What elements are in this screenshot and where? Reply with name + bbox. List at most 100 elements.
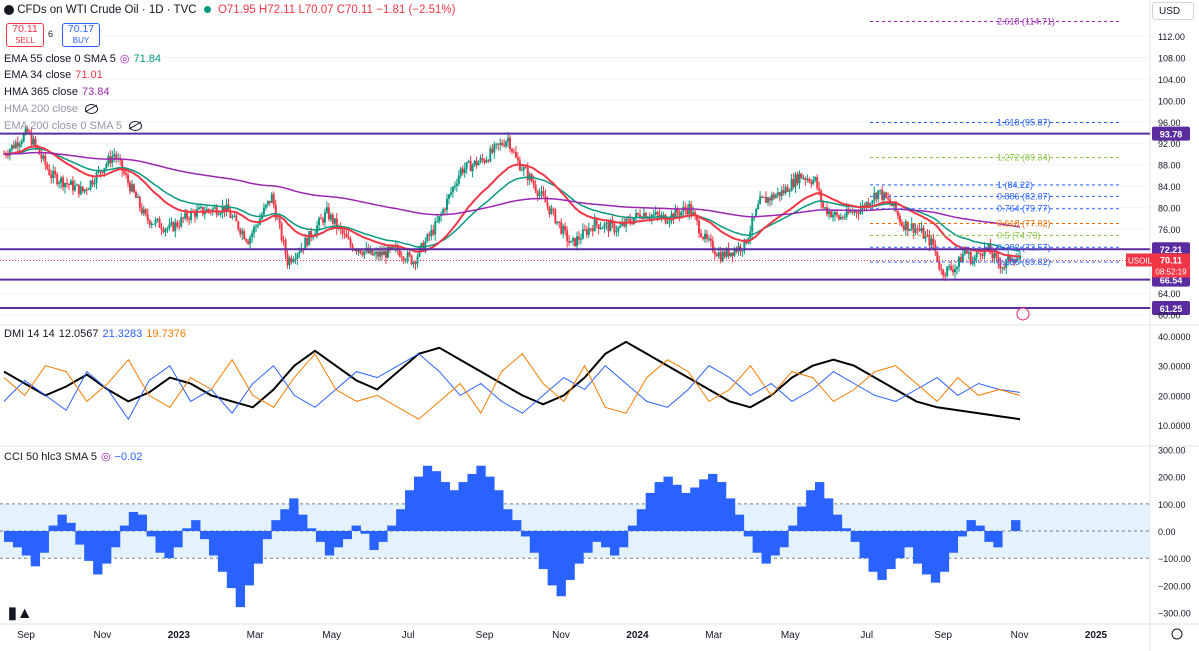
hidden-eye-icon[interactable] <box>129 121 143 132</box>
indicator-legend-hma200[interactable]: HMA 200 close <box>4 102 102 116</box>
candle-body <box>154 219 157 224</box>
candle-body <box>583 229 586 231</box>
cci-bar <box>119 525 130 531</box>
candle-body <box>635 213 638 219</box>
candle-body <box>828 211 831 215</box>
dmi-legend[interactable]: DMI 14 14 12.0567 21.3283 19.7376 <box>4 327 190 341</box>
ohlc-close: C70.11 <box>336 4 373 16</box>
candle-body <box>349 238 352 246</box>
candle-body <box>656 212 659 215</box>
buy-price: 70.17 <box>67 23 95 35</box>
indicator-legend-ema200[interactable]: EMA 200 close 0 SMA 5 <box>4 119 146 133</box>
candle-body <box>607 222 610 232</box>
candle-body <box>351 245 354 251</box>
cci-bar <box>271 520 281 531</box>
candle-body <box>203 212 206 215</box>
dmi-series-minus-di <box>3 352 1021 420</box>
candle-body <box>640 217 643 219</box>
cci-bar <box>289 498 299 531</box>
candle-body <box>473 160 476 165</box>
symbol-header: CFDs on WTI Crude Oil · 1D · TVC O71.95 … <box>4 4 455 16</box>
candle-body <box>540 191 543 194</box>
candle-body <box>1011 259 1014 262</box>
cci-bar <box>173 531 183 548</box>
buy-button[interactable]: 70.17 BUY <box>62 23 100 47</box>
indicator-legend-ema55[interactable]: EMA 55 close 0 SMA 5 ◎ 71.84 <box>4 52 165 66</box>
candle-body <box>276 218 279 220</box>
cci-bar <box>48 525 58 531</box>
cci-bar <box>761 531 771 564</box>
candle-body <box>386 246 389 258</box>
candle-body <box>406 252 409 261</box>
candle-body <box>644 213 647 219</box>
candle-body <box>601 227 604 229</box>
fib-level-label: 0.236 (69.82) <box>997 257 1051 267</box>
cci-bar <box>93 531 103 575</box>
candle-body <box>552 208 555 210</box>
cci-bar <box>592 531 602 542</box>
candle-body <box>725 248 728 257</box>
fib-extension[interactable]: 2.618 (114.71) 1.618 (95.87) 1.272 (89.34)… <box>0 17 1190 321</box>
candle-body <box>91 180 94 185</box>
sell-button[interactable]: 70.11 SELL <box>6 23 44 47</box>
candle-body <box>816 177 819 189</box>
cci-bar <box>164 531 174 559</box>
candle-body <box>286 254 289 265</box>
cci-bar <box>102 531 112 564</box>
candle-body <box>902 225 905 231</box>
candle-body <box>371 249 374 256</box>
candle-body <box>800 173 803 179</box>
candle-body <box>327 207 330 220</box>
hidden-eye-icon[interactable] <box>84 104 98 115</box>
candle-body <box>796 174 799 184</box>
candle-body <box>442 209 445 214</box>
candle-body <box>113 154 116 157</box>
price-tick-label: 100.00 <box>1158 96 1186 106</box>
candle-body <box>894 201 897 212</box>
candle-body <box>723 251 726 257</box>
cci-bar <box>921 531 932 575</box>
cci-bar <box>850 531 860 542</box>
horizontal-levels[interactable]: 93.78 72.21 66.54 61.25 <box>0 126 1190 315</box>
candle-body <box>898 215 901 223</box>
candle-body <box>505 141 508 147</box>
last-price-label: 70.11 <box>1160 255 1182 265</box>
cci-bar <box>253 531 263 564</box>
candle-body <box>190 211 193 220</box>
candle-body <box>115 154 118 159</box>
candle-body <box>138 196 141 208</box>
candle-body <box>379 251 382 257</box>
candle-body <box>824 207 827 209</box>
candle-body <box>197 207 200 210</box>
indicator-label: EMA 55 close 0 SMA 5 <box>4 53 116 65</box>
cci-bar <box>556 531 566 597</box>
cci-bar <box>4 531 14 542</box>
candle-body <box>6 155 9 157</box>
candle-body <box>398 250 401 257</box>
price-axes: 112.00 108.00 104.00 100.00 96.00 92.00 88.00 8… <box>1158 32 1191 618</box>
cci-legend[interactable]: CCI 50 hlc3 SMA 5 ◎ −0.02 <box>4 450 146 464</box>
currency-selector[interactable]: USD <box>1152 2 1194 20</box>
candle-body <box>280 223 283 241</box>
candle-body <box>638 214 641 218</box>
candle-body <box>887 197 890 200</box>
candle-body <box>237 221 240 230</box>
candle-body <box>257 224 259 226</box>
candle-body <box>235 215 238 222</box>
cci-bar <box>191 520 201 531</box>
indicator-legend-ema34[interactable]: EMA 34 close 71.01 <box>4 68 107 82</box>
settings-icon[interactable]: ◎ <box>119 53 130 65</box>
price-tick-label: 76.00 <box>1158 225 1181 235</box>
indicator-legend-hma365[interactable]: HMA 365 close 73.84 <box>4 85 114 99</box>
symbol-badge-label: USOIL <box>1128 256 1153 265</box>
candle-body <box>32 138 35 145</box>
candle-body <box>575 236 578 247</box>
symbol-title[interactable]: CFDs on WTI Crude Oil · 1D · TVC <box>17 4 197 16</box>
candle-body <box>134 192 137 198</box>
candle-body <box>69 180 72 185</box>
settings-icon[interactable]: ◎ <box>100 451 111 463</box>
level-price-badge <box>1152 126 1190 141</box>
indicator-label: HMA 200 close <box>4 103 78 115</box>
candle-body <box>881 189 884 200</box>
